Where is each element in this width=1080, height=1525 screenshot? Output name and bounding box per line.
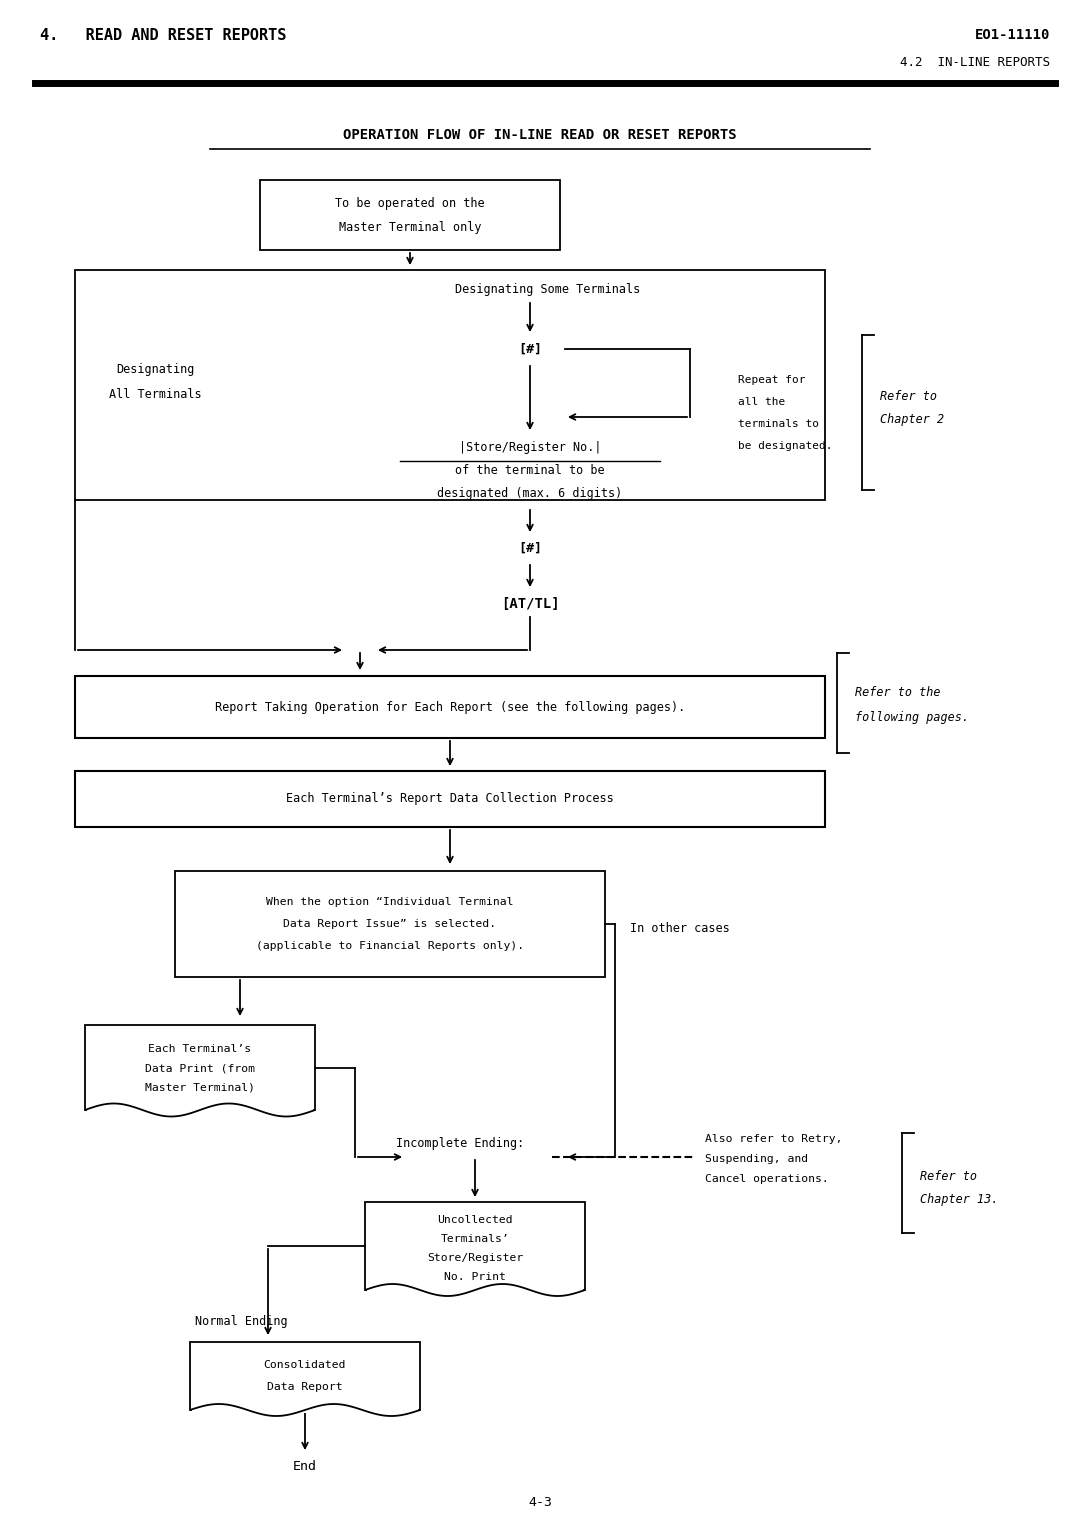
Text: Master Terminal): Master Terminal) — [145, 1083, 255, 1092]
FancyBboxPatch shape — [367, 1279, 583, 1293]
Text: Terminals’: Terminals’ — [441, 1234, 510, 1244]
Text: [AT/TL]: [AT/TL] — [501, 596, 559, 612]
Text: To be operated on the: To be operated on the — [335, 198, 485, 210]
Text: EO1-11110: EO1-11110 — [974, 27, 1050, 43]
Text: Refer to: Refer to — [920, 1171, 977, 1183]
Text: In other cases: In other cases — [630, 921, 730, 935]
Text: be designated.: be designated. — [738, 441, 833, 451]
Text: Data Report Issue” is selected.: Data Report Issue” is selected. — [283, 920, 497, 929]
Text: Normal Ending: Normal Ending — [195, 1316, 287, 1328]
FancyBboxPatch shape — [75, 270, 825, 500]
Text: (applicable to Financial Reports only).: (applicable to Financial Reports only). — [256, 941, 524, 952]
Text: Refer to the: Refer to the — [855, 686, 941, 700]
Text: Data Print (from: Data Print (from — [145, 1063, 255, 1074]
FancyBboxPatch shape — [175, 871, 605, 978]
Text: of the terminal to be: of the terminal to be — [455, 464, 605, 476]
Text: Also refer to Retry,: Also refer to Retry, — [705, 1135, 842, 1144]
FancyBboxPatch shape — [192, 1398, 418, 1414]
Text: All Terminals: All Terminals — [109, 389, 201, 401]
Text: 4.   READ AND RESET REPORTS: 4. READ AND RESET REPORTS — [40, 27, 286, 43]
FancyBboxPatch shape — [75, 772, 825, 827]
Text: Store/Register: Store/Register — [427, 1254, 523, 1263]
FancyBboxPatch shape — [75, 676, 825, 738]
Text: 4.2  IN-LINE REPORTS: 4.2 IN-LINE REPORTS — [900, 56, 1050, 70]
FancyBboxPatch shape — [87, 1098, 313, 1113]
Text: Chapter 2: Chapter 2 — [880, 413, 944, 427]
Text: Repeat for: Repeat for — [738, 375, 806, 384]
Text: Cancel operations.: Cancel operations. — [705, 1174, 828, 1183]
Text: following pages.: following pages. — [855, 711, 969, 723]
FancyBboxPatch shape — [365, 1202, 585, 1290]
Text: Each Terminal’s Report Data Collection Process: Each Terminal’s Report Data Collection P… — [286, 793, 613, 805]
Text: Report Taking Operation for Each Report (see the following pages).: Report Taking Operation for Each Report … — [215, 700, 685, 714]
Text: Each Terminal’s: Each Terminal’s — [148, 1045, 252, 1054]
Text: End: End — [293, 1461, 318, 1473]
Text: Master Terminal only: Master Terminal only — [339, 221, 482, 235]
FancyBboxPatch shape — [260, 180, 561, 250]
Text: terminals to: terminals to — [738, 419, 819, 429]
Text: [#]: [#] — [518, 541, 542, 555]
FancyBboxPatch shape — [190, 1342, 420, 1411]
Text: Suspending, and: Suspending, and — [705, 1154, 808, 1164]
Text: designated (max. 6 digits): designated (max. 6 digits) — [437, 486, 623, 500]
Text: |Store/Register No.|: |Store/Register No.| — [459, 441, 602, 453]
Text: Chapter 13.: Chapter 13. — [920, 1194, 998, 1206]
Text: Designating Some Terminals: Designating Some Terminals — [455, 284, 640, 296]
Text: Refer to: Refer to — [880, 390, 937, 404]
Text: When the option “Individual Terminal: When the option “Individual Terminal — [267, 897, 514, 907]
Text: Uncollected: Uncollected — [437, 1215, 513, 1225]
Text: No. Print: No. Print — [444, 1272, 505, 1283]
Text: Designating: Designating — [116, 363, 194, 377]
FancyBboxPatch shape — [85, 1025, 315, 1110]
Text: Consolidated: Consolidated — [264, 1360, 347, 1369]
Text: OPERATION FLOW OF IN-LINE READ OR RESET REPORTS: OPERATION FLOW OF IN-LINE READ OR RESET … — [343, 128, 737, 142]
Text: Incomplete Ending:: Incomplete Ending: — [396, 1136, 524, 1150]
Text: [#]: [#] — [518, 343, 542, 355]
Text: 4-3: 4-3 — [528, 1496, 552, 1510]
Text: all the: all the — [738, 396, 785, 407]
Text: Data Report: Data Report — [267, 1382, 342, 1392]
